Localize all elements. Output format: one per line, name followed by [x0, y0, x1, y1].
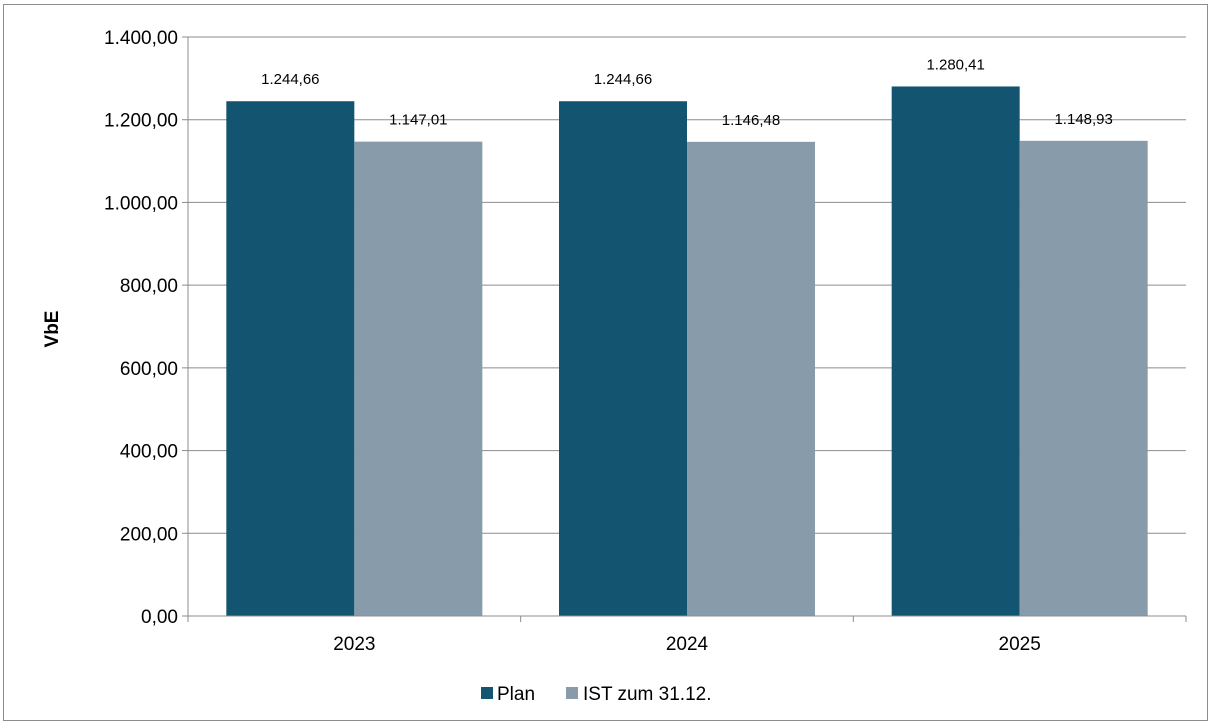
- legend-label: IST zum 31.12.: [583, 684, 712, 705]
- legend-label: Plan: [497, 684, 535, 705]
- bar-ist-zum-31-12--2025: [1019, 140, 1148, 616]
- x-tick-label: 2025: [999, 634, 1041, 655]
- y-tick-label: 800,00: [120, 276, 178, 297]
- data-label: 1.280,41: [926, 56, 984, 73]
- data-label: 1.244,66: [594, 71, 652, 88]
- y-tick-label: 200,00: [120, 524, 178, 545]
- y-tick-label: 1.000,00: [104, 193, 178, 214]
- y-tick-label: 0,00: [141, 607, 178, 628]
- data-label: 1.146,48: [722, 112, 780, 129]
- y-tick-label: 600,00: [120, 359, 178, 380]
- y-tick-labels: 0,00 200,00 400,00 600,00 800,00 1.000,00 1.20…: [104, 28, 178, 628]
- y-tick-label: 1.200,00: [104, 111, 178, 132]
- data-label: 1.147,01: [389, 112, 447, 129]
- y-tick-label: 400,00: [120, 442, 178, 463]
- legend-swatch: [481, 687, 493, 699]
- bar-ist-zum-31-12--2023: [354, 141, 483, 616]
- x-tick-label: 2023: [333, 634, 375, 655]
- bar-plan-2024: [559, 101, 687, 616]
- bar-ist-zum-31-12--2024: [687, 141, 815, 616]
- legend: Plan IST zum 31.12.: [481, 684, 712, 705]
- data-label: 1.148,93: [1054, 111, 1112, 128]
- x-tick-labels: 2023 2024 2025: [333, 634, 1041, 655]
- axes: [182, 36, 1187, 622]
- data-labels: 1.244,66 1.147,01 1.244,66 1.146,48 1.280,41…: [261, 56, 1113, 128]
- y-tick-label: 1.400,00: [104, 28, 178, 49]
- bars: [226, 86, 1148, 617]
- legend-swatch: [566, 687, 578, 699]
- bar-plan-2025: [891, 86, 1020, 617]
- bar-plan-2023: [226, 101, 355, 616]
- data-label: 1.244,66: [261, 71, 319, 88]
- y-axis-title: VbE: [42, 311, 63, 348]
- x-tick-label: 2024: [666, 634, 709, 655]
